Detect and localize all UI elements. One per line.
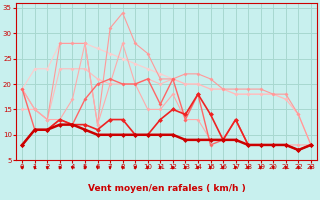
X-axis label: Vent moyen/en rafales ( km/h ): Vent moyen/en rafales ( km/h ) (88, 184, 245, 193)
